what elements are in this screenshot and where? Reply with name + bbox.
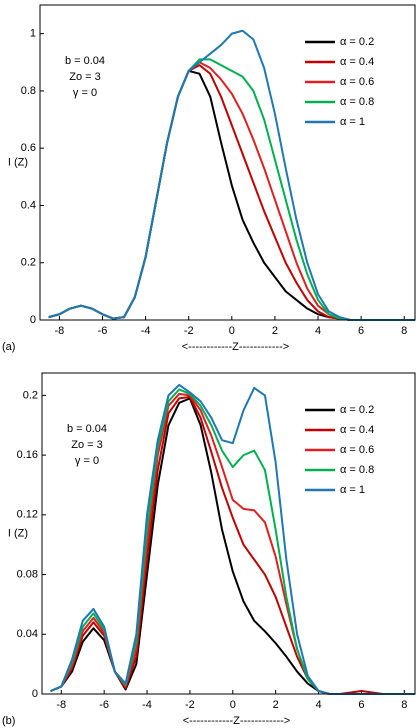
x-tick-label: 4 — [315, 699, 321, 711]
x-tick-label: 6 — [358, 325, 364, 337]
x-tick-label: 6 — [358, 699, 364, 711]
plot-frame — [39, 4, 416, 321]
y-tick-label: 0.16 — [17, 449, 38, 461]
y-axis-label: I (Z) — [8, 156, 28, 168]
x-tick-label: 2 — [272, 325, 278, 337]
series-line — [48, 29, 415, 321]
y-tick-label: 0.4 — [21, 199, 36, 211]
legend-label: α = 0.6 — [340, 76, 374, 88]
annotation: γ = 0 — [73, 87, 97, 99]
x-tick-label: 8 — [401, 699, 407, 711]
x-tick-label: -4 — [142, 699, 152, 711]
y-tick-label: 0.12 — [17, 509, 38, 521]
legend-label: α = 0.8 — [340, 96, 374, 108]
x-tick-label: 0 — [230, 699, 236, 711]
y-tick-label: 0.2 — [21, 257, 36, 269]
legend-label: α = 0.4 — [340, 424, 374, 436]
legend-label: α = 0.8 — [340, 464, 374, 476]
series-line — [48, 69, 415, 321]
x-tick-label: -4 — [141, 325, 151, 337]
annotation: Zo = 3 — [71, 439, 103, 451]
panel-label: (b) — [2, 715, 15, 727]
x-tick-label: 4 — [315, 325, 321, 337]
x-tick-label: -8 — [55, 325, 65, 337]
y-tick-label: 0.8 — [21, 85, 36, 97]
x-tick-label: -2 — [184, 325, 194, 337]
y-tick-label: 1 — [30, 28, 36, 40]
y-tick-label: 0.6 — [21, 142, 36, 154]
y-tick-label: 0.2 — [23, 389, 38, 401]
annotation: b = 0.04 — [67, 423, 107, 435]
x-axis-label: <------------Z------------> — [182, 341, 289, 353]
x-tick-label: 8 — [401, 325, 407, 337]
x-tick-label: -6 — [98, 325, 108, 337]
legend-label: α = 1 — [340, 116, 365, 128]
legend-label: α = 0.2 — [340, 404, 374, 416]
legend-label: α = 0.6 — [340, 444, 374, 456]
y-tick-label: 0 — [32, 688, 38, 700]
plot-frame — [41, 372, 416, 695]
y-tick-label: 0 — [30, 314, 36, 326]
series-line — [50, 392, 415, 695]
legend-label: α = 0.2 — [340, 36, 374, 48]
x-tick-label: -6 — [99, 699, 109, 711]
x-tick-label: 0 — [229, 325, 235, 337]
y-axis-label: I (Z) — [8, 527, 28, 539]
annotation: b = 0.04 — [65, 55, 105, 67]
x-tick-label: -2 — [185, 699, 195, 711]
x-axis-label: <------------Z------------> — [183, 715, 290, 727]
panel-label: (a) — [2, 341, 15, 353]
annotation: Zo = 3 — [69, 71, 101, 83]
annotation: γ = 0 — [75, 455, 99, 467]
y-tick-label: 0.08 — [17, 568, 38, 580]
x-tick-label: 2 — [273, 699, 279, 711]
x-tick-label: -8 — [56, 699, 66, 711]
y-tick-label: 0.04 — [17, 628, 38, 640]
legend-label: α = 1 — [340, 484, 365, 496]
legend-label: α = 0.4 — [340, 56, 374, 68]
